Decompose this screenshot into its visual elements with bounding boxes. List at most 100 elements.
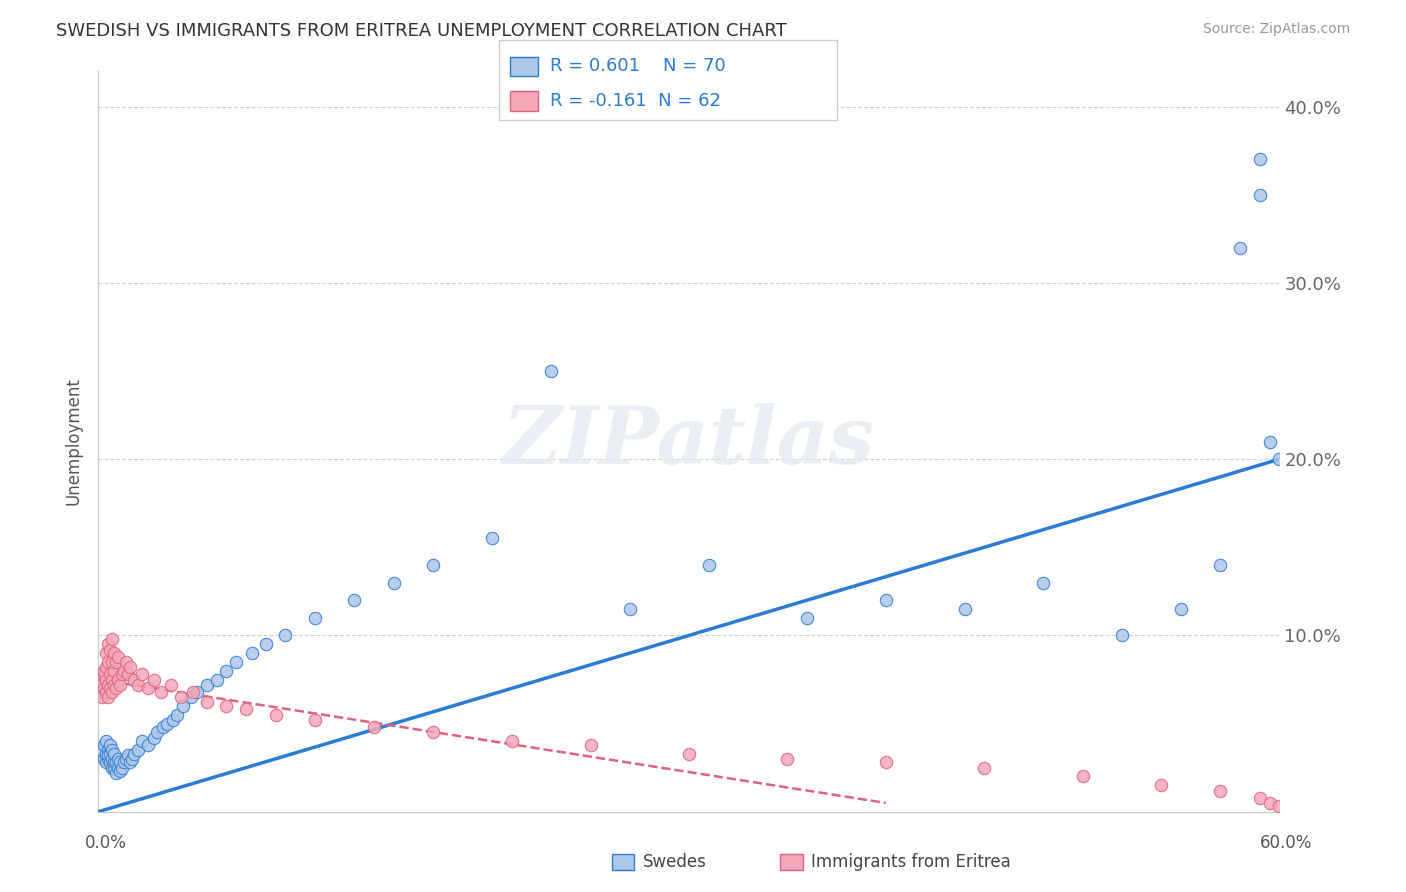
Text: Source: ZipAtlas.com: Source: ZipAtlas.com: [1202, 22, 1350, 37]
Point: [180, 690, 202, 705]
Point: [101, 632, 124, 646]
Point: [160, 678, 183, 692]
Point: [131, 667, 153, 681]
Point: [97, 678, 120, 692]
Point: [115, 752, 138, 766]
Point: [274, 628, 297, 642]
Point: [93, 664, 115, 678]
Point: [97, 752, 120, 766]
Point: [111, 761, 134, 775]
Point: [678, 747, 700, 761]
Point: [1249, 187, 1271, 202]
Text: R = -0.161  N = 62: R = -0.161 N = 62: [550, 92, 721, 110]
Point: [112, 756, 135, 770]
Point: [93, 752, 115, 766]
Point: [108, 764, 131, 779]
Point: [422, 558, 444, 572]
Point: [142, 673, 165, 687]
Point: [91, 678, 114, 692]
Point: [215, 698, 238, 713]
Point: [96, 756, 118, 770]
Point: [96, 734, 118, 748]
Point: [796, 611, 818, 625]
Point: [501, 734, 523, 748]
Point: [103, 646, 125, 660]
Point: [136, 738, 159, 752]
Point: [93, 738, 115, 752]
Point: [1150, 778, 1173, 792]
Point: [1170, 602, 1192, 616]
Point: [111, 667, 134, 681]
Point: [93, 667, 115, 681]
Point: [96, 685, 118, 699]
Point: [1268, 799, 1291, 814]
Point: [540, 364, 562, 378]
Text: 60.0%: 60.0%: [1260, 834, 1313, 852]
Point: [181, 685, 204, 699]
Point: [107, 761, 129, 775]
Point: [98, 747, 121, 761]
Point: [96, 660, 118, 674]
Point: [118, 756, 141, 770]
Point: [166, 707, 188, 722]
Point: [98, 756, 121, 770]
Point: [103, 747, 125, 761]
Point: [152, 720, 174, 734]
Point: [363, 720, 385, 734]
Point: [122, 673, 145, 687]
Point: [108, 678, 131, 692]
Text: ZIPatlas: ZIPatlas: [503, 403, 875, 480]
Point: [953, 602, 976, 616]
Point: [103, 678, 125, 692]
Point: [481, 532, 503, 546]
Point: [98, 681, 121, 696]
Point: [172, 698, 194, 713]
Point: [91, 743, 114, 757]
Point: [382, 575, 405, 590]
Point: [127, 678, 149, 692]
Point: [146, 725, 169, 739]
Point: [103, 664, 125, 678]
Point: [101, 752, 124, 766]
Point: [1258, 796, 1281, 810]
Point: [107, 673, 129, 687]
Point: [96, 747, 118, 761]
Point: [105, 756, 128, 770]
Point: [215, 664, 238, 678]
Point: [1268, 452, 1291, 467]
Text: Swedes: Swedes: [643, 853, 706, 871]
Point: [97, 748, 120, 763]
Point: [105, 655, 128, 669]
Point: [117, 748, 139, 763]
Point: [115, 655, 138, 669]
Point: [97, 637, 120, 651]
Text: 0.0%: 0.0%: [84, 834, 127, 852]
Point: [235, 702, 257, 716]
Point: [697, 558, 720, 572]
Point: [240, 646, 263, 660]
Y-axis label: Unemployment: Unemployment: [65, 377, 83, 506]
Point: [1071, 769, 1094, 783]
Point: [89, 685, 111, 699]
Point: [91, 690, 114, 705]
Point: [205, 673, 228, 687]
Point: [973, 761, 995, 775]
Point: [118, 660, 141, 674]
Point: [98, 667, 121, 681]
Point: [107, 649, 129, 664]
Point: [579, 738, 602, 752]
Point: [304, 713, 326, 727]
Point: [1209, 783, 1232, 797]
Point: [619, 602, 641, 616]
Point: [1249, 790, 1271, 805]
Point: [127, 743, 149, 757]
Point: [101, 761, 124, 775]
Text: Immigrants from Eritrea: Immigrants from Eritrea: [811, 853, 1011, 871]
Point: [103, 756, 125, 770]
Point: [875, 593, 897, 607]
Point: [264, 707, 287, 722]
Point: [93, 681, 115, 696]
Point: [136, 681, 159, 696]
Point: [101, 685, 124, 699]
Point: [776, 752, 799, 766]
